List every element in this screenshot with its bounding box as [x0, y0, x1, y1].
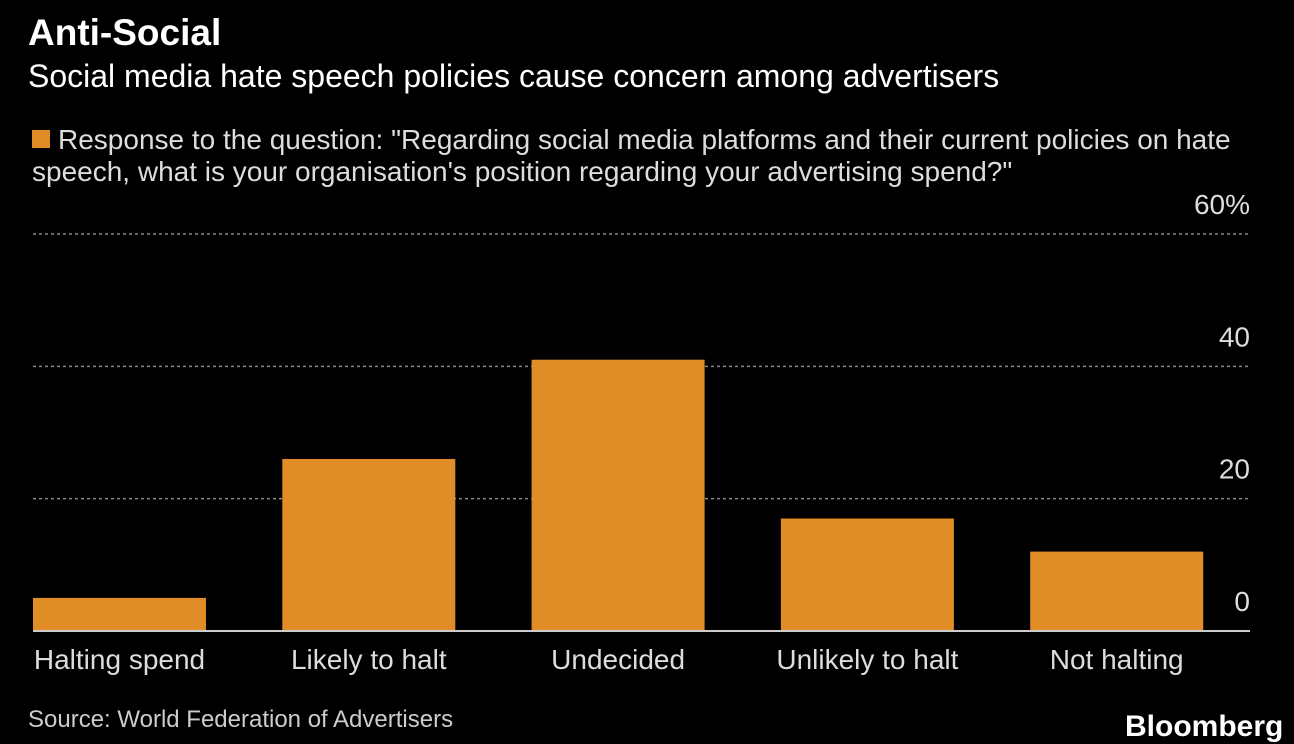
chart-subtitle: Social media hate speech policies cause …: [28, 58, 1000, 94]
x-tick-label: Likely to halt: [291, 644, 447, 675]
bar: [531, 359, 705, 631]
chart-title: Anti-Social: [28, 12, 222, 53]
source: Source: World Federation of Advertisers: [28, 706, 454, 733]
x-tick-label: Undecided: [551, 644, 685, 675]
page: {"chart_data": {"type": "bar", "title": …: [28, 12, 1284, 743]
legend-label: Response to the question: "Regarding soc…: [32, 124, 1231, 187]
bar: [282, 458, 456, 631]
y-tick-label: 40: [1219, 321, 1250, 352]
bar: [33, 597, 206, 631]
legend: Response to the question: "Regarding soc…: [32, 124, 1247, 188]
bar: [780, 518, 954, 631]
logo: Bloomberg: [1125, 710, 1284, 743]
x-tick-label: Unlikely to halt: [776, 644, 958, 675]
legend-swatch: [32, 130, 50, 148]
bar: [1030, 551, 1204, 631]
y-tick-label: 0: [1234, 586, 1250, 617]
x-tick-label: Halting spend: [34, 644, 205, 675]
chart: 0 20 40 60% Halting spend Likely to halt Undec…: [33, 189, 1250, 675]
x-tick-label: Not halting: [1050, 644, 1184, 675]
y-tick-label: 20: [1219, 454, 1250, 485]
y-tick-label: 60%: [1194, 189, 1250, 220]
